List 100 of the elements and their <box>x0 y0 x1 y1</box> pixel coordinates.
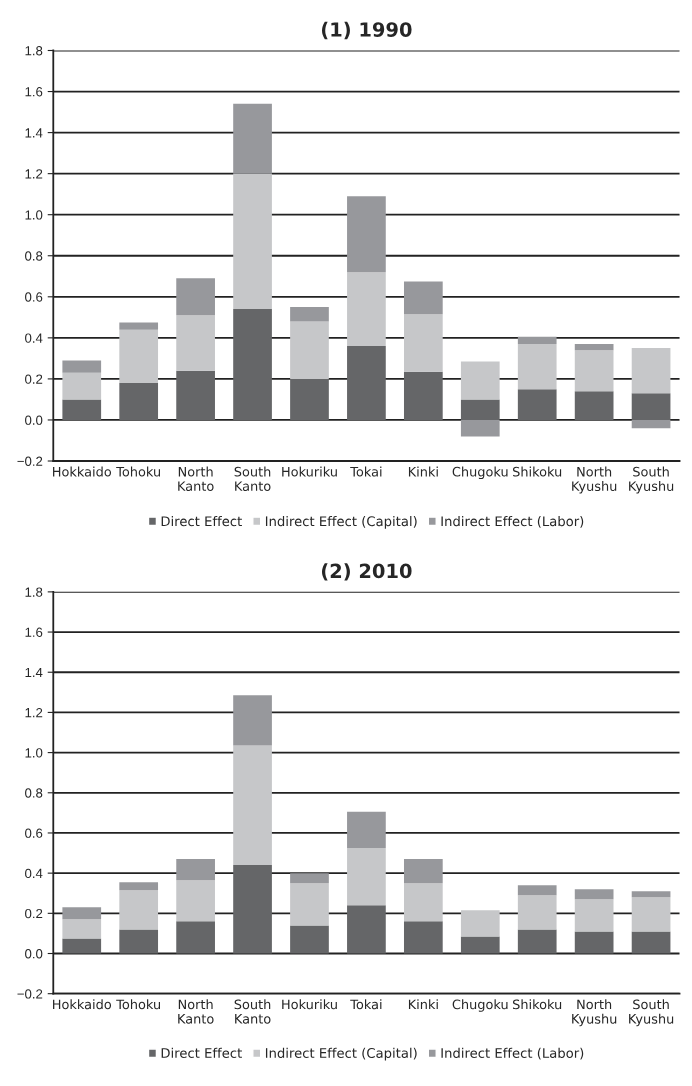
y-tick-label: 1.6 <box>25 87 43 97</box>
bar <box>517 344 557 390</box>
bar <box>119 322 159 330</box>
bar <box>460 361 500 400</box>
x-tick-label: Hokuriku <box>282 466 337 477</box>
x-tick-label: Tokai <box>350 466 382 477</box>
y-tick-label: 0.8 <box>25 251 43 261</box>
x-tick-label: Kinki <box>408 999 438 1010</box>
y-tick-label: 0.0 <box>25 415 43 425</box>
bar <box>176 921 215 954</box>
bar <box>574 350 614 392</box>
x-tick-label: South Kyushu <box>629 466 674 494</box>
bar <box>62 372 102 400</box>
bar <box>290 321 329 379</box>
bar <box>176 370 215 420</box>
bar <box>631 419 671 429</box>
bar <box>631 348 671 394</box>
bar <box>574 391 614 420</box>
x-tick-label: Kinki <box>408 466 438 477</box>
bar <box>574 889 614 900</box>
bar <box>62 360 102 373</box>
x-tick-label: North Kanto <box>178 466 214 492</box>
y-tick-label: 1.8 <box>25 46 43 56</box>
y-tick-label: 1.0 <box>25 748 43 758</box>
x-tick-label: North Kyushu <box>572 999 617 1027</box>
x-tick-label: Hokuriku <box>282 999 337 1010</box>
bar <box>460 936 500 954</box>
x-tick-label: Hokkaido <box>53 466 112 477</box>
legend-label: Direct Effect <box>161 515 242 527</box>
bar <box>290 307 329 322</box>
x-tick-label: Shikoku <box>512 466 562 477</box>
bar <box>517 389 557 420</box>
bar <box>176 880 215 922</box>
x-tick-label: Hokkaido <box>53 999 112 1010</box>
y-tick-label: 1.4 <box>25 128 43 138</box>
legend-label: Direct Effect <box>161 1047 242 1058</box>
x-tick-label: North Kanto <box>178 999 214 1024</box>
bar <box>233 309 272 420</box>
y-tick-label: 0.0 <box>25 949 43 959</box>
bar <box>631 393 671 420</box>
bar <box>574 344 614 351</box>
legend-label: Indirect Effect (Labor) <box>441 515 584 528</box>
bar <box>347 196 386 273</box>
bar <box>517 929 557 954</box>
chart-title: (1) 1990 <box>321 21 412 40</box>
y-tick-label: 0.6 <box>25 292 43 302</box>
y-tick-label: 1.8 <box>25 587 43 597</box>
bar <box>517 336 557 345</box>
bar <box>403 883 443 922</box>
bar <box>290 883 329 926</box>
bar <box>347 346 386 420</box>
bar <box>119 383 159 420</box>
bar <box>403 281 443 315</box>
bar <box>403 314 443 372</box>
bar <box>176 278 215 316</box>
chart-title: (2) 2010 <box>321 563 412 581</box>
bar <box>403 921 443 954</box>
bar <box>403 859 443 884</box>
y-tick-label: 0.4 <box>25 868 43 879</box>
x-tick-label: Tohoku <box>116 999 160 1010</box>
y-tick-label: 1.4 <box>25 667 43 678</box>
y-tick-label: 1.6 <box>25 627 43 637</box>
x-tick-label: South Kanto <box>234 999 271 1024</box>
bar <box>119 929 159 954</box>
bar <box>62 399 102 420</box>
bar <box>517 895 557 930</box>
x-tick-label: Tohoku <box>116 466 160 477</box>
bar <box>460 419 500 437</box>
bar <box>62 938 102 954</box>
y-tick-label: 1.2 <box>25 707 43 718</box>
x-tick-label: Shikoku <box>512 999 562 1010</box>
y-tick-label: 0.4 <box>25 333 43 343</box>
x-tick-label: Chugoku <box>452 466 508 480</box>
bar <box>517 885 557 896</box>
y-tick-label: 0.8 <box>25 788 43 798</box>
bar <box>233 103 272 174</box>
bar <box>631 897 671 932</box>
bar <box>631 891 671 898</box>
bar <box>460 399 500 420</box>
x-tick-label: Tokai <box>350 999 382 1010</box>
x-tick-label: South Kanto <box>234 466 271 492</box>
bar <box>403 371 443 420</box>
bar <box>233 745 272 866</box>
x-tick-label: Chugoku <box>452 999 508 1012</box>
bar <box>290 925 329 954</box>
y-tick-label: −0.2 <box>17 989 43 999</box>
bar <box>119 882 159 891</box>
bar <box>233 173 272 310</box>
bar <box>176 315 215 371</box>
bar <box>574 899 614 932</box>
y-tick-label: 0.2 <box>25 908 43 919</box>
legend-label: Indirect Effect (Capital) <box>265 515 417 529</box>
bar <box>290 378 329 420</box>
bar <box>347 811 386 849</box>
y-tick-label: 1.0 <box>25 210 43 220</box>
y-tick-label: −0.2 <box>17 456 43 466</box>
bar <box>119 329 159 384</box>
bar <box>119 890 159 930</box>
y-tick-label: 0.6 <box>25 828 43 838</box>
bar <box>62 907 102 920</box>
